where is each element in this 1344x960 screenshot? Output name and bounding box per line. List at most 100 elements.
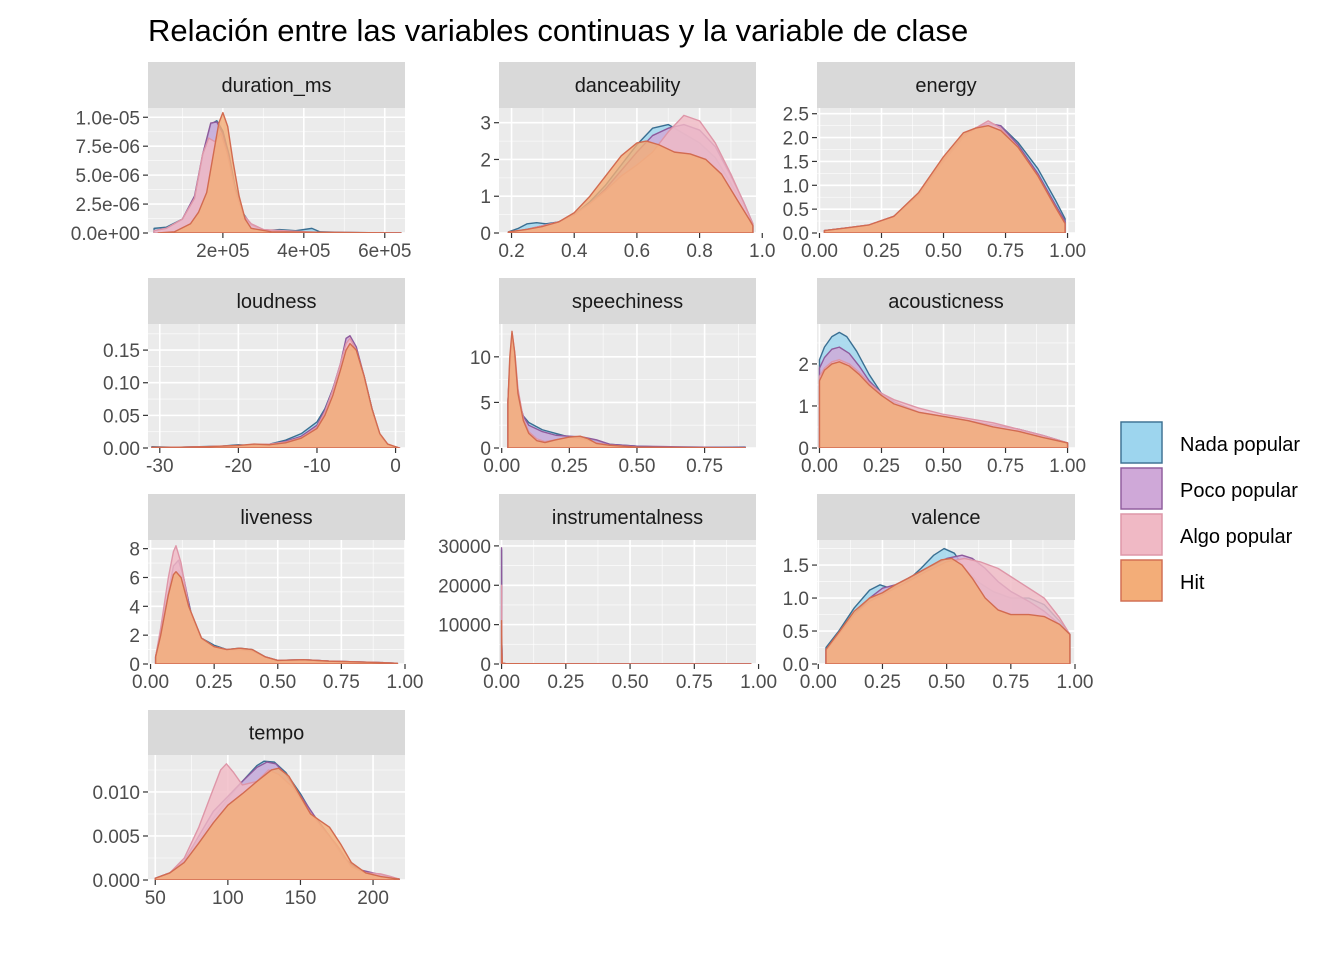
y-tick-label: 0.005	[92, 827, 140, 848]
x-tick-label: 0.75	[992, 672, 1029, 693]
y-tick-label: 0.5	[783, 622, 809, 643]
panel-plot-area	[499, 108, 756, 233]
x-tick-label: 0.00	[483, 456, 520, 477]
x-tick-label: 0.25	[547, 672, 584, 693]
x-tick-label: -20	[225, 456, 252, 477]
y-tick-label: 2.0	[783, 129, 809, 150]
x-tick-label: 1.00	[387, 672, 424, 693]
y-tick-label: 1.5	[783, 556, 809, 577]
y-tick-label: 0.05	[103, 406, 140, 427]
x-tick-label: 0.6	[624, 241, 650, 262]
y-tick-label: 10000	[438, 616, 491, 637]
y-tick-label: 7.5e-06	[76, 137, 140, 158]
legend: Nada popular Poco popular Algo popular Hit	[1120, 421, 1300, 602]
density-area-hit	[823, 124, 1066, 233]
panel-strip-label: loudness	[236, 291, 316, 313]
x-tick-label: 0.50	[928, 672, 965, 693]
legend-swatch	[1120, 513, 1163, 556]
x-tick-label: 0.25	[863, 456, 900, 477]
y-tick-label: 6	[129, 568, 140, 589]
x-tick-label: 0.75	[686, 456, 723, 477]
density-area-hit	[818, 361, 1069, 448]
y-tick-label: 0	[480, 439, 491, 460]
y-tick-label: 0	[129, 655, 140, 676]
x-tick-label: 0.25	[551, 456, 588, 477]
x-tick-label: 50	[145, 888, 166, 909]
y-tick-label: 0.5	[783, 200, 809, 221]
panel-strip-label: energy	[915, 75, 976, 97]
panel-strip-label: speechiness	[572, 291, 683, 313]
x-tick-label: 0.00	[483, 672, 520, 693]
y-tick-label: 3	[480, 114, 491, 135]
x-tick-label: 100	[212, 888, 244, 909]
x-tick-label: 150	[285, 888, 317, 909]
density-area-hit	[825, 557, 1071, 664]
x-tick-label: 0.25	[863, 241, 900, 262]
legend-label: Nada popular	[1180, 434, 1300, 456]
x-tick-label: 0.8	[686, 241, 712, 262]
density-area-hit	[154, 767, 400, 880]
legend-item-poco-popular: Poco popular	[1120, 467, 1298, 510]
y-tick-label: 0.000	[92, 871, 140, 892]
density-area-hit	[507, 330, 746, 448]
density-area-hit	[154, 571, 399, 664]
legend-item-nada-popular: Nada popular	[1120, 421, 1300, 464]
x-tick-label: 6e+05	[358, 241, 411, 262]
y-tick-label: 1.0e-05	[76, 108, 140, 129]
x-tick-label: 0.50	[618, 456, 655, 477]
x-tick-label: 1.00	[1049, 456, 1086, 477]
panel-plot-area	[148, 324, 405, 448]
x-tick-label: 1.00	[1049, 241, 1086, 262]
panel-plot-area	[817, 324, 1075, 448]
x-tick-label: 0.00	[800, 672, 837, 693]
y-tick-label: 0.0e+00	[71, 224, 140, 245]
x-tick-label: 0.75	[987, 241, 1024, 262]
y-tick-label: 4	[129, 597, 140, 618]
density-area-hit	[507, 140, 754, 233]
y-tick-label: 8	[129, 540, 140, 561]
panel-plot-area	[817, 540, 1075, 664]
x-tick-label: 0.50	[259, 672, 296, 693]
x-tick-label: 0.75	[987, 456, 1024, 477]
x-tick-label: 200	[357, 888, 389, 909]
panel-strip-duration-ms	[148, 62, 405, 108]
x-tick-label: 0.50	[612, 672, 649, 693]
panel-danceability: danceability 0.2 0.4 0.6 0.8 1.0 0 1 2 3	[480, 62, 775, 262]
x-tick-label: 0.2	[498, 241, 524, 262]
y-tick-label: 0.010	[92, 783, 140, 804]
panel-strip-label: acousticness	[888, 291, 1004, 313]
panel-valence: valence 0.00 0.25 0.50 0.75 1.00 0.0 0.5 1.0 1.5	[783, 494, 1093, 693]
x-tick-label: 0.50	[925, 241, 962, 262]
y-tick-label: 0	[480, 655, 491, 676]
legend-label: Poco popular	[1180, 480, 1298, 502]
legend-label: Hit	[1180, 572, 1205, 594]
panel-strip-speechiness	[499, 278, 756, 324]
x-tick-label: 0.00	[801, 241, 838, 262]
y-tick-label: 2	[480, 150, 491, 171]
x-tick-label: 4e+05	[277, 241, 330, 262]
x-tick-label: 1.00	[740, 672, 777, 693]
panel-loudness: loudness -30 -20 -10 0 0.00 0.05 0.10 0.15	[103, 278, 405, 477]
density-area-hit	[151, 342, 401, 448]
panel-background	[499, 540, 756, 664]
y-tick-label: 0	[480, 224, 491, 245]
x-tick-label: 0.25	[196, 672, 233, 693]
panel-strip-valence	[817, 494, 1075, 540]
y-tick-label: 5	[480, 393, 491, 414]
x-tick-label: 0	[390, 456, 401, 477]
y-tick-label: 5.0e-06	[76, 166, 140, 187]
y-tick-label: 0.0	[783, 224, 809, 245]
panel-plot-area	[148, 108, 405, 233]
y-tick-label: 0.10	[103, 374, 140, 395]
y-tick-label: 2	[798, 355, 809, 376]
y-tick-label: 1.0	[783, 176, 809, 197]
legend-swatch	[1120, 467, 1163, 510]
legend-label: Algo popular	[1180, 526, 1293, 548]
y-tick-label: 1	[798, 397, 809, 418]
panel-strip-label: tempo	[249, 723, 305, 745]
x-tick-label: 2e+05	[196, 241, 249, 262]
panel-strip-acousticness	[817, 278, 1075, 324]
panel-strip-label: danceability	[575, 75, 681, 97]
y-tick-label: 0.15	[103, 341, 140, 362]
